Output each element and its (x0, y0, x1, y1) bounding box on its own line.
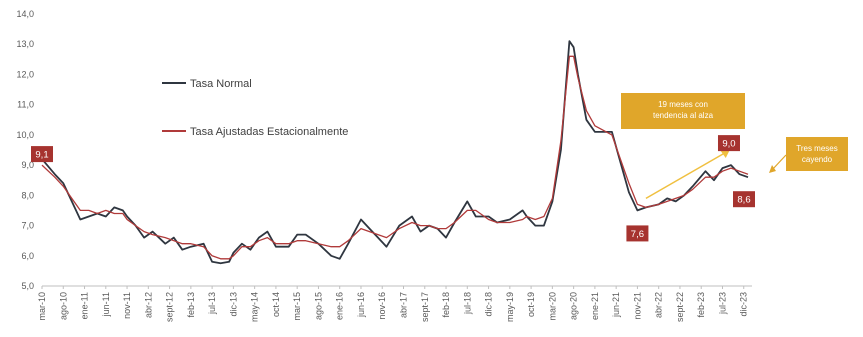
y-tick-label: 8,0 (21, 190, 34, 200)
legend-label: Tasa Ajustadas Estacionalmente (190, 126, 348, 138)
x-tick-label: dic-23 (739, 292, 749, 317)
value-label-box (717, 135, 740, 152)
x-tick-label: jun-21 (611, 292, 621, 318)
x-tick-label: ene-16 (335, 292, 345, 320)
y-tick-label: 7,0 (21, 221, 34, 231)
y-tick-label: 6,0 (21, 251, 34, 261)
x-tick-label: jul-23 (717, 292, 727, 315)
series-lines (41, 40, 749, 265)
value-label: 8,6 (737, 195, 750, 206)
x-tick-label: feb-13 (186, 292, 196, 318)
annotations: 19 meses con tendencia al alza Tres meses c… (621, 93, 848, 200)
x-tick-label: jul-18 (462, 292, 472, 315)
x-tick-label: abr-17 (399, 292, 409, 318)
x-tick-label: dic-18 (484, 292, 494, 317)
annotation-text: tendencia al alza (653, 111, 714, 120)
x-tick-label: nov-16 (377, 292, 387, 320)
y-tick-label: 9,0 (21, 160, 34, 170)
value-labels: 9,1 7,6 9,0 8,6 (31, 135, 755, 242)
x-tick-label: mar-15 (292, 292, 302, 321)
falling-arrow (771, 154, 787, 171)
x-tick-label: feb-23 (696, 292, 706, 318)
x-tick-label: feb-18 (441, 292, 451, 318)
x-tick-label: dic-13 (228, 292, 238, 317)
y-tick-label: 12,0 (16, 69, 34, 79)
y-tick-label: 13,0 (16, 39, 34, 49)
x-tick-label: oct-19 (526, 292, 536, 317)
x-tick-label: sept-17 (420, 292, 430, 322)
x-tick-label: sept-12 (165, 292, 175, 322)
legend: Tasa Normal Tasa Ajustadas Estacionalment… (162, 78, 348, 138)
y-tick-label: 14,0 (16, 9, 34, 19)
x-tick-label: abr-12 (143, 292, 153, 318)
x-axis: mar-10 ago-10 ene-11 jun-11 nov-11 abr-12 sept… (37, 285, 752, 322)
annotation-box-trend (621, 93, 745, 129)
value-label-box (31, 146, 53, 163)
x-tick-label: sept-22 (675, 292, 685, 322)
annotation-text: Tres meses (796, 144, 838, 153)
trend-arrow (645, 152, 726, 200)
x-tick-label: abr-22 (654, 292, 664, 318)
y-tick-label: 5,0 (21, 281, 34, 291)
trend-arrowhead (720, 150, 730, 159)
falling-arrowhead (769, 165, 776, 173)
series-line-tasa-normal (41, 40, 749, 265)
value-label: 9,1 (35, 150, 48, 161)
x-tick-label: nov-11 (122, 292, 132, 319)
x-tick-label: mar-10 (37, 292, 47, 321)
legend-label: Tasa Normal (190, 78, 252, 90)
x-tick-label: nov-21 (632, 292, 642, 320)
x-tick-label: ago-10 (58, 292, 68, 320)
x-tick-label: oct-14 (271, 292, 281, 317)
x-tick-label: ago-20 (569, 292, 579, 320)
series-line-tasa-ajustada (41, 55, 749, 260)
x-tick-label: jun-16 (356, 292, 366, 318)
x-tick-label: jun-11 (101, 292, 111, 317)
x-tick-label: ene-11 (80, 292, 90, 319)
x-tick-label: jul-13 (207, 292, 217, 315)
value-label-box (733, 191, 755, 208)
y-tick-label: 10,0 (16, 130, 34, 140)
annotation-text: cayendo (802, 155, 833, 164)
x-tick-label: may-14 (250, 292, 260, 322)
x-tick-label: mar-20 (547, 292, 557, 321)
value-label-box (626, 225, 649, 242)
annotation-box-falling (786, 137, 848, 171)
value-label: 7,6 (631, 229, 644, 240)
y-axis: 5,0 6,0 7,0 8,0 9,0 10,0 11,0 12,0 13,0 14,0 (16, 9, 34, 291)
x-tick-label: ene-21 (590, 292, 600, 320)
y-tick-label: 11,0 (17, 100, 34, 110)
x-tick-label: ago-15 (313, 292, 323, 320)
annotation-text: 19 meses con (658, 100, 708, 109)
value-label: 9,0 (722, 139, 735, 150)
x-tick-label: may-19 (505, 292, 515, 322)
